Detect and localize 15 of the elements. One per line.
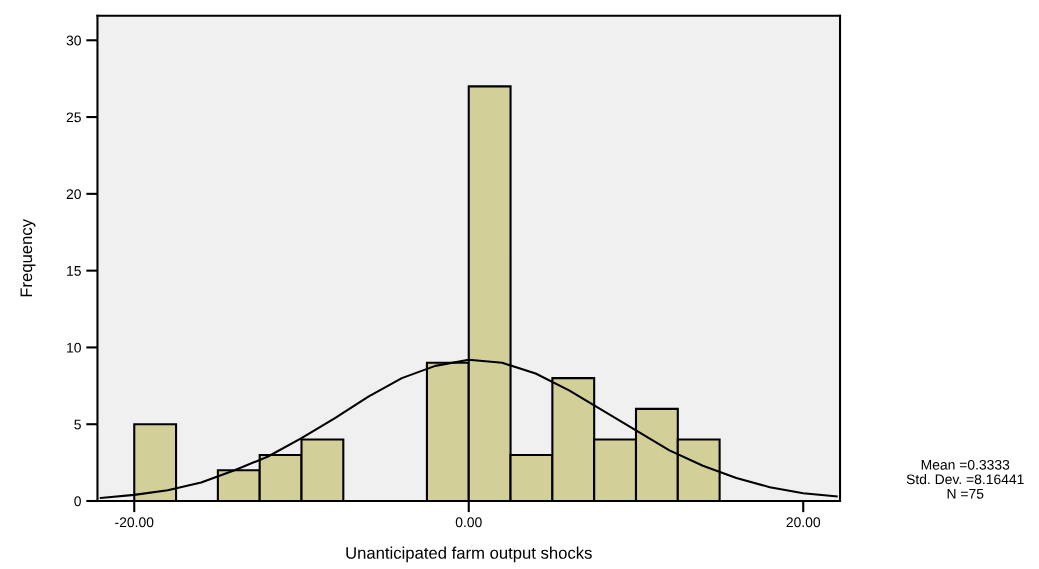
x-tick-label: -20.00 (115, 517, 154, 528)
y-tick-label: 5 (74, 419, 81, 430)
text: N =75 (947, 489, 984, 499)
x-tick-label: 20.00 (786, 517, 821, 528)
text: Std. Dev. =8.16441 (906, 474, 1024, 485)
y-axis-title: Frequency (20, 219, 36, 297)
x-axis-title: Unanticipated farm output shocks (346, 546, 592, 563)
x-tick-label: 0.00 (455, 517, 482, 528)
text: Mean =0.3333 (921, 459, 1010, 470)
y-tick-label: 15 (67, 266, 81, 276)
y-tick-label: 0 (74, 496, 81, 507)
y-tick-label: 20 (66, 189, 81, 200)
y-tick-label: 30 (66, 35, 81, 46)
y-tick-label: 25 (66, 112, 81, 123)
y-tick-label: 10 (67, 342, 81, 353)
